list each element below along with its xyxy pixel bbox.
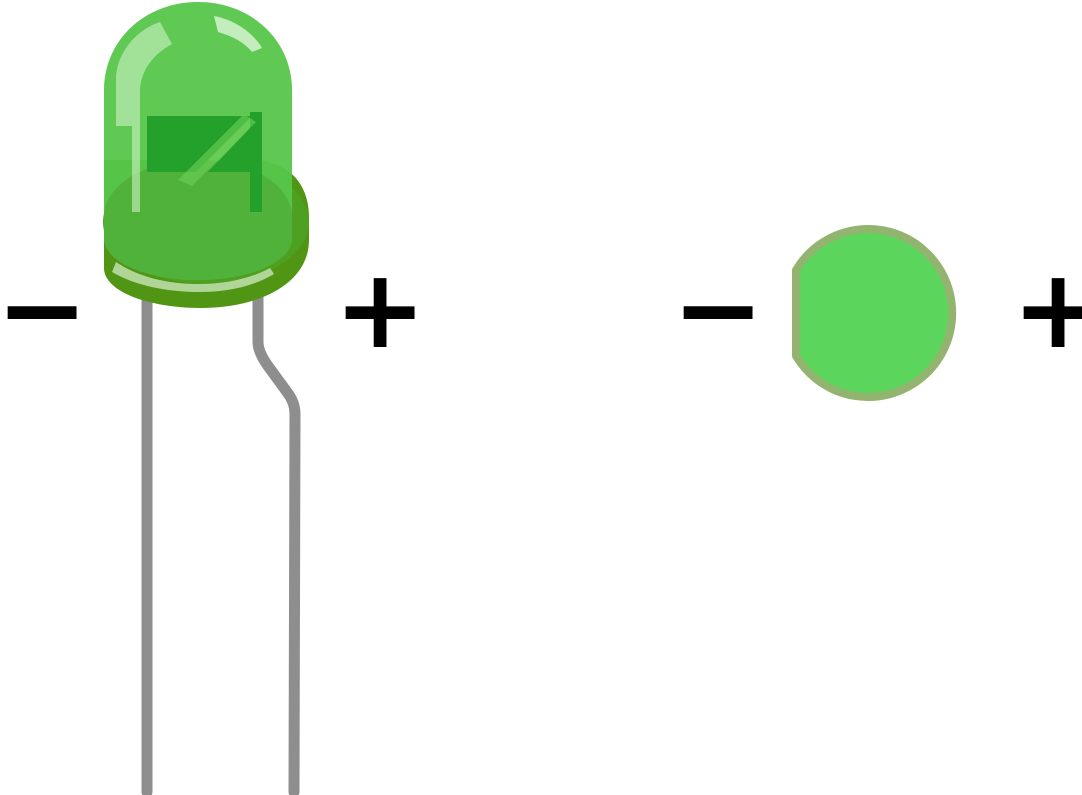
lens-lower xyxy=(104,160,292,280)
side-view-negative-label: − xyxy=(0,245,88,373)
led-post xyxy=(208,112,262,212)
lens-highlight-top xyxy=(214,16,262,52)
led-top-view xyxy=(792,225,957,401)
top-view-positive-label: + xyxy=(1012,245,1082,373)
side-view-positive-label: + xyxy=(334,245,426,373)
anode-lead xyxy=(252,284,301,795)
top-view-body xyxy=(792,225,957,401)
led-die xyxy=(147,116,252,172)
die-highlight-diagonal xyxy=(178,114,256,186)
base-highlight xyxy=(112,262,274,292)
top-view-negative-label: − xyxy=(672,245,764,373)
led-side-view xyxy=(103,2,309,795)
lens-highlight-left xyxy=(116,22,172,212)
